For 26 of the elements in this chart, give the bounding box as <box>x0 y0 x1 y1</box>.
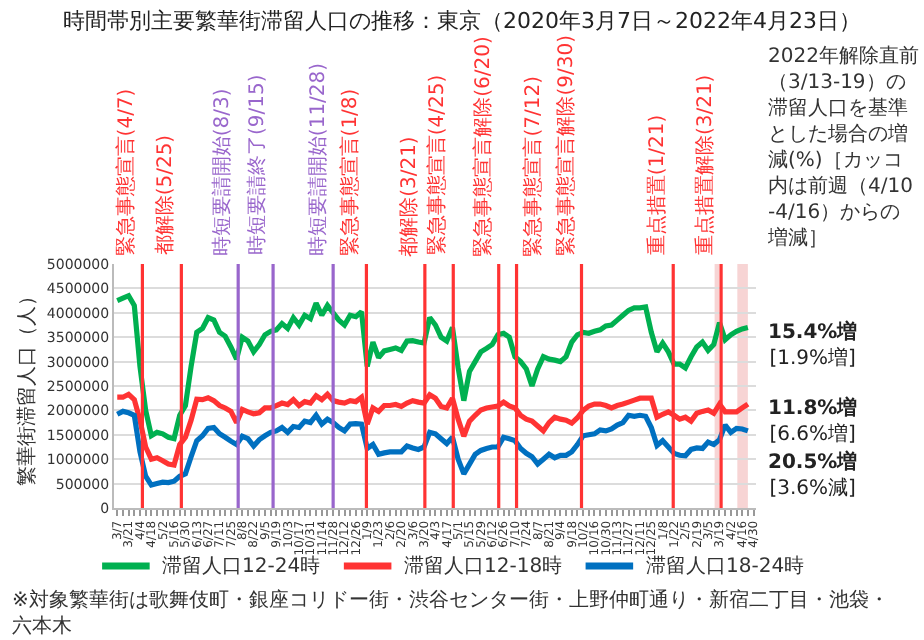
ref-line-label: 時短要請開始(11/28) <box>306 62 331 257</box>
text: ※対象繁華街は歌舞伎町・銀座コリドー街・渋谷センター街・上野仲町通り・新宿二丁目・池袋・六本木 <box>12 588 889 638</box>
chart-title: 時間帯別主要繁華街滞留人口の推移：東京（2020年3月7日～2022年4月23日） <box>63 7 861 34</box>
ref-line-label: 緊急事態宣言(4/7) <box>114 88 139 257</box>
annotation: 15.4%増 [1.9%増] <box>768 320 858 370</box>
ref-line-label: 重点措置解除(3/21) <box>693 74 718 256</box>
y-axis-title: 繁華街滞留人口（人） <box>14 286 39 486</box>
legend-label: 滞留人口12-24時 <box>162 554 321 578</box>
ref-line-label: 緊急事態宣言(1/8) <box>338 88 363 257</box>
ref-line-label: 緊急事態宣言(4/25) <box>425 74 450 256</box>
line-series <box>114 408 751 488</box>
ref-line-label: 時短要請終了(9/15) <box>245 74 270 256</box>
line-series <box>114 391 751 468</box>
ref-line-label: 時短要請開始(8/3) <box>210 88 235 257</box>
ref-line-label: 緊急事態宣言解除(6/20) <box>470 36 495 257</box>
legend-label: 滞留人口12-18時 <box>404 554 563 578</box>
annotation: 20.5%増 [3.6%減] <box>768 450 858 500</box>
line-series <box>114 293 751 442</box>
ref-line-label: 重点措置(1/21) <box>645 114 670 256</box>
annotation: 11.8%増 [6.6%増] <box>768 396 858 446</box>
ref-line-label: 都解除(3/21) <box>396 136 421 257</box>
ref-line-label: 都解除(5/25) <box>153 134 178 256</box>
legend-label: 滞留人口18-24時 <box>646 554 805 578</box>
text: 2022年解除直前（3/13-19）の滞留人口を基準とした場合の増減(%)［カッコ内は前週（4/10-4/16）からの増減］ <box>766 44 919 250</box>
ref-line-label: 緊急事態宣言(7/12) <box>520 75 545 257</box>
ref-line-label: 緊急事態宣言解除(9/30) <box>553 34 578 256</box>
